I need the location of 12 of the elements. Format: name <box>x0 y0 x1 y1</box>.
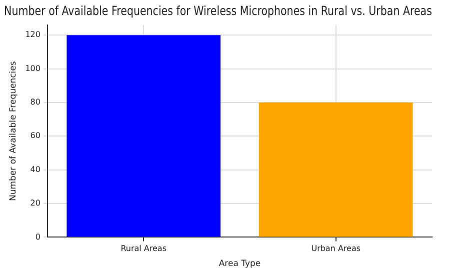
y-tick-label: 60 <box>30 131 40 140</box>
y-tick-label: 40 <box>30 164 40 174</box>
x-axis-title: Area Type <box>218 259 261 270</box>
y-tick-label: 120 <box>25 30 40 40</box>
y-tick-label: 20 <box>30 198 40 208</box>
y-tick-label: 100 <box>25 64 40 73</box>
y-tick-label: 80 <box>30 98 40 107</box>
chart-title: Number of Available Frequencies for Wireless Microphones in Rural vs. Urban Areas <box>4 2 432 18</box>
y-tick-label: 0 <box>35 232 40 242</box>
y-axis-title: Number of Available Frequencies <box>8 60 18 202</box>
x-tick-label: Rural Areas <box>120 244 167 254</box>
x-tick-label: Urban Areas <box>311 244 361 254</box>
